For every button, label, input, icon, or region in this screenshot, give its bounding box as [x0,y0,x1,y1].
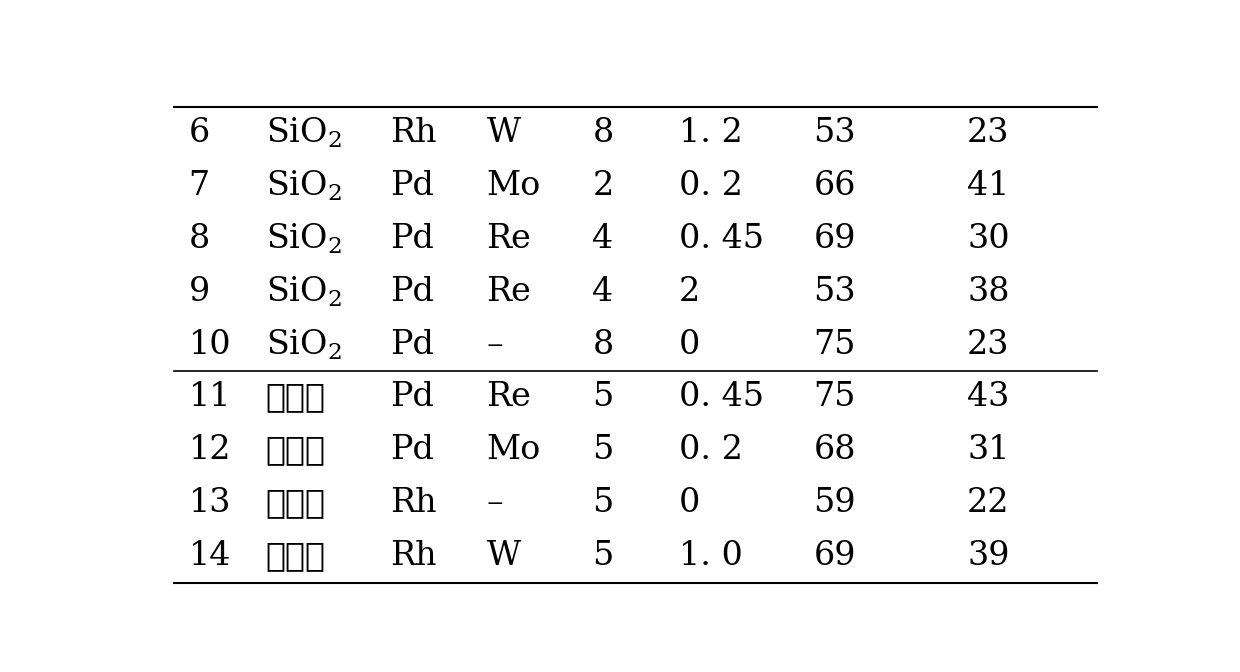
Text: Re: Re [486,382,532,413]
Text: $\mathregular{SiO_2}$: $\mathregular{SiO_2}$ [265,116,341,150]
Text: 39: 39 [967,540,1009,572]
Text: 4: 4 [593,222,614,255]
Text: 75: 75 [813,329,856,361]
Text: 5: 5 [593,487,614,519]
Text: 59: 59 [813,487,856,519]
Text: 活性炭: 活性炭 [265,487,326,519]
Text: 69: 69 [813,222,856,255]
Text: 0. 2: 0. 2 [678,170,743,202]
Text: 5: 5 [593,540,614,572]
Text: 66: 66 [813,170,856,202]
Text: 13: 13 [188,487,231,519]
Text: –: – [486,487,503,519]
Text: 14: 14 [188,540,231,572]
Text: 75: 75 [813,382,856,413]
Text: Re: Re [486,222,532,255]
Text: Pd: Pd [391,329,434,361]
Text: 0: 0 [678,329,701,361]
Text: Rh: Rh [391,540,436,572]
Text: 0: 0 [678,487,701,519]
Text: Mo: Mo [486,170,541,202]
Text: 22: 22 [967,487,1009,519]
Text: 1. 0: 1. 0 [678,540,743,572]
Text: 23: 23 [967,117,1009,149]
Text: 4: 4 [593,276,614,308]
Text: 11: 11 [188,382,231,413]
Text: 7: 7 [188,170,210,202]
Text: Pd: Pd [391,276,434,308]
Text: 活性炭: 活性炭 [265,540,326,572]
Text: W: W [486,540,521,572]
Text: 12: 12 [188,434,231,466]
Text: 23: 23 [967,329,1009,361]
Text: 43: 43 [967,382,1009,413]
Text: Pd: Pd [391,170,434,202]
Text: 6: 6 [188,117,210,149]
Text: 10: 10 [188,329,231,361]
Text: 9: 9 [188,276,210,308]
Text: 0. 45: 0. 45 [678,382,764,413]
Text: Re: Re [486,276,532,308]
Text: $\mathregular{SiO_2}$: $\mathregular{SiO_2}$ [265,274,341,309]
Text: W: W [486,117,521,149]
Text: 68: 68 [813,434,856,466]
Text: 活性炭: 活性炭 [265,434,326,466]
Text: 8: 8 [188,222,210,255]
Text: $\mathregular{SiO_2}$: $\mathregular{SiO_2}$ [265,169,341,203]
Text: –: – [486,329,503,361]
Text: Mo: Mo [486,434,541,466]
Text: 31: 31 [967,434,1009,466]
Text: Pd: Pd [391,382,434,413]
Text: 1. 2: 1. 2 [678,117,743,149]
Text: Rh: Rh [391,487,436,519]
Text: Pd: Pd [391,434,434,466]
Text: 30: 30 [967,222,1009,255]
Text: 8: 8 [593,329,614,361]
Text: 2: 2 [678,276,701,308]
Text: 0. 2: 0. 2 [678,434,743,466]
Text: 0. 45: 0. 45 [678,222,764,255]
Text: Rh: Rh [391,117,436,149]
Text: 53: 53 [813,117,856,149]
Text: 38: 38 [967,276,1009,308]
Text: $\mathregular{SiO_2}$: $\mathregular{SiO_2}$ [265,222,341,256]
Text: 8: 8 [593,117,614,149]
Text: $\mathregular{SiO_2}$: $\mathregular{SiO_2}$ [265,327,341,362]
Text: 2: 2 [593,170,614,202]
Text: 69: 69 [813,540,856,572]
Text: 活性炭: 活性炭 [265,382,326,413]
Text: 53: 53 [813,276,856,308]
Text: 41: 41 [967,170,1009,202]
Text: 5: 5 [593,434,614,466]
Text: 5: 5 [593,382,614,413]
Text: Pd: Pd [391,222,434,255]
